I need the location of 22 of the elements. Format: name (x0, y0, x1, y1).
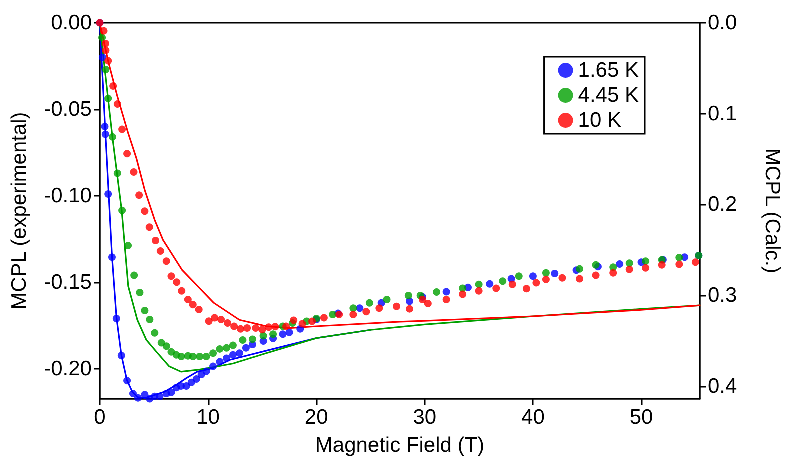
x-tick-label: 20 (304, 406, 328, 429)
y-axis-title: MCPL (experimental) (8, 112, 31, 310)
x-tick-label: 50 (630, 406, 654, 429)
x-tick-label: 10 (196, 406, 220, 429)
x-tick-label: 40 (522, 406, 545, 429)
y2-tick-label: 0.0 (708, 12, 738, 34)
y2-axis-title: MCPL (Calc.) (761, 148, 784, 274)
y-tick-label: -0.10 (44, 184, 92, 208)
y2-tick-label: 0.2 (708, 193, 738, 216)
legend-label: 1.65 K (578, 59, 640, 82)
x-axis-title: Magnetic Field (T) (315, 434, 485, 457)
y2-tick-label: 0.1 (708, 102, 738, 126)
y2-tick-label: 0.4 (708, 374, 738, 398)
y-tick-label: -0.05 (44, 98, 92, 121)
y-tick-label: -0.15 (44, 270, 92, 294)
y-tick-label: 0.00 (51, 12, 92, 34)
legend-label: 4.45 K (578, 84, 640, 107)
y-tick-label: -0.20 (44, 357, 92, 380)
legend-label: 10 K (578, 109, 622, 132)
y2-tick-label: 0.3 (708, 284, 738, 308)
x-tick-label: 0 (94, 406, 106, 429)
x-tick-label: 30 (413, 406, 437, 429)
